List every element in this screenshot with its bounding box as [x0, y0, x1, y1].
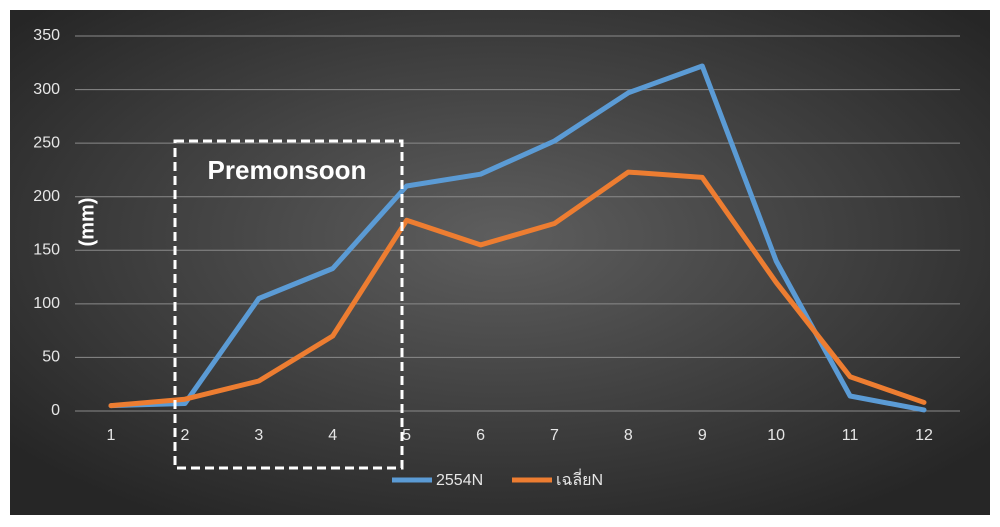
chart-background — [10, 10, 990, 515]
x-tick-label: 1 — [107, 427, 116, 444]
y-axis-label: (mm) — [76, 198, 98, 247]
x-tick-label: 12 — [915, 427, 933, 444]
y-tick-label: 200 — [33, 188, 60, 205]
x-tick-label: 8 — [624, 427, 633, 444]
legend-label: 2554N — [436, 472, 483, 489]
x-tick-label: 11 — [842, 427, 859, 444]
y-tick-label: 50 — [42, 349, 60, 366]
y-tick-label: 300 — [33, 81, 60, 98]
y-tick-label: 0 — [51, 402, 60, 419]
x-tick-label: 7 — [550, 427, 559, 444]
y-tick-label: 350 — [33, 27, 60, 44]
x-tick-label: 2 — [180, 427, 189, 444]
x-tick-label: 4 — [328, 427, 337, 444]
y-tick-label: 150 — [33, 242, 60, 259]
series-line — [108, 63, 927, 413]
annotation: Premonsoon — [208, 155, 367, 185]
x-tick-label: 10 — [767, 427, 785, 444]
y-tick-label: 250 — [33, 134, 60, 151]
x-tick-label: 5 — [402, 427, 411, 444]
x-tick-label: 9 — [698, 427, 707, 444]
series-line — [108, 169, 927, 409]
legend: 2554N เฉลี่ยN — [392, 468, 603, 489]
plot-lines — [108, 63, 927, 413]
premonsoon-box — [173, 139, 404, 470]
y-tick-label: 100 — [33, 295, 60, 312]
legend-label: เฉลี่ยN — [556, 468, 603, 489]
x-tick-label: 3 — [254, 427, 263, 444]
x-tick-label: 6 — [476, 427, 485, 444]
